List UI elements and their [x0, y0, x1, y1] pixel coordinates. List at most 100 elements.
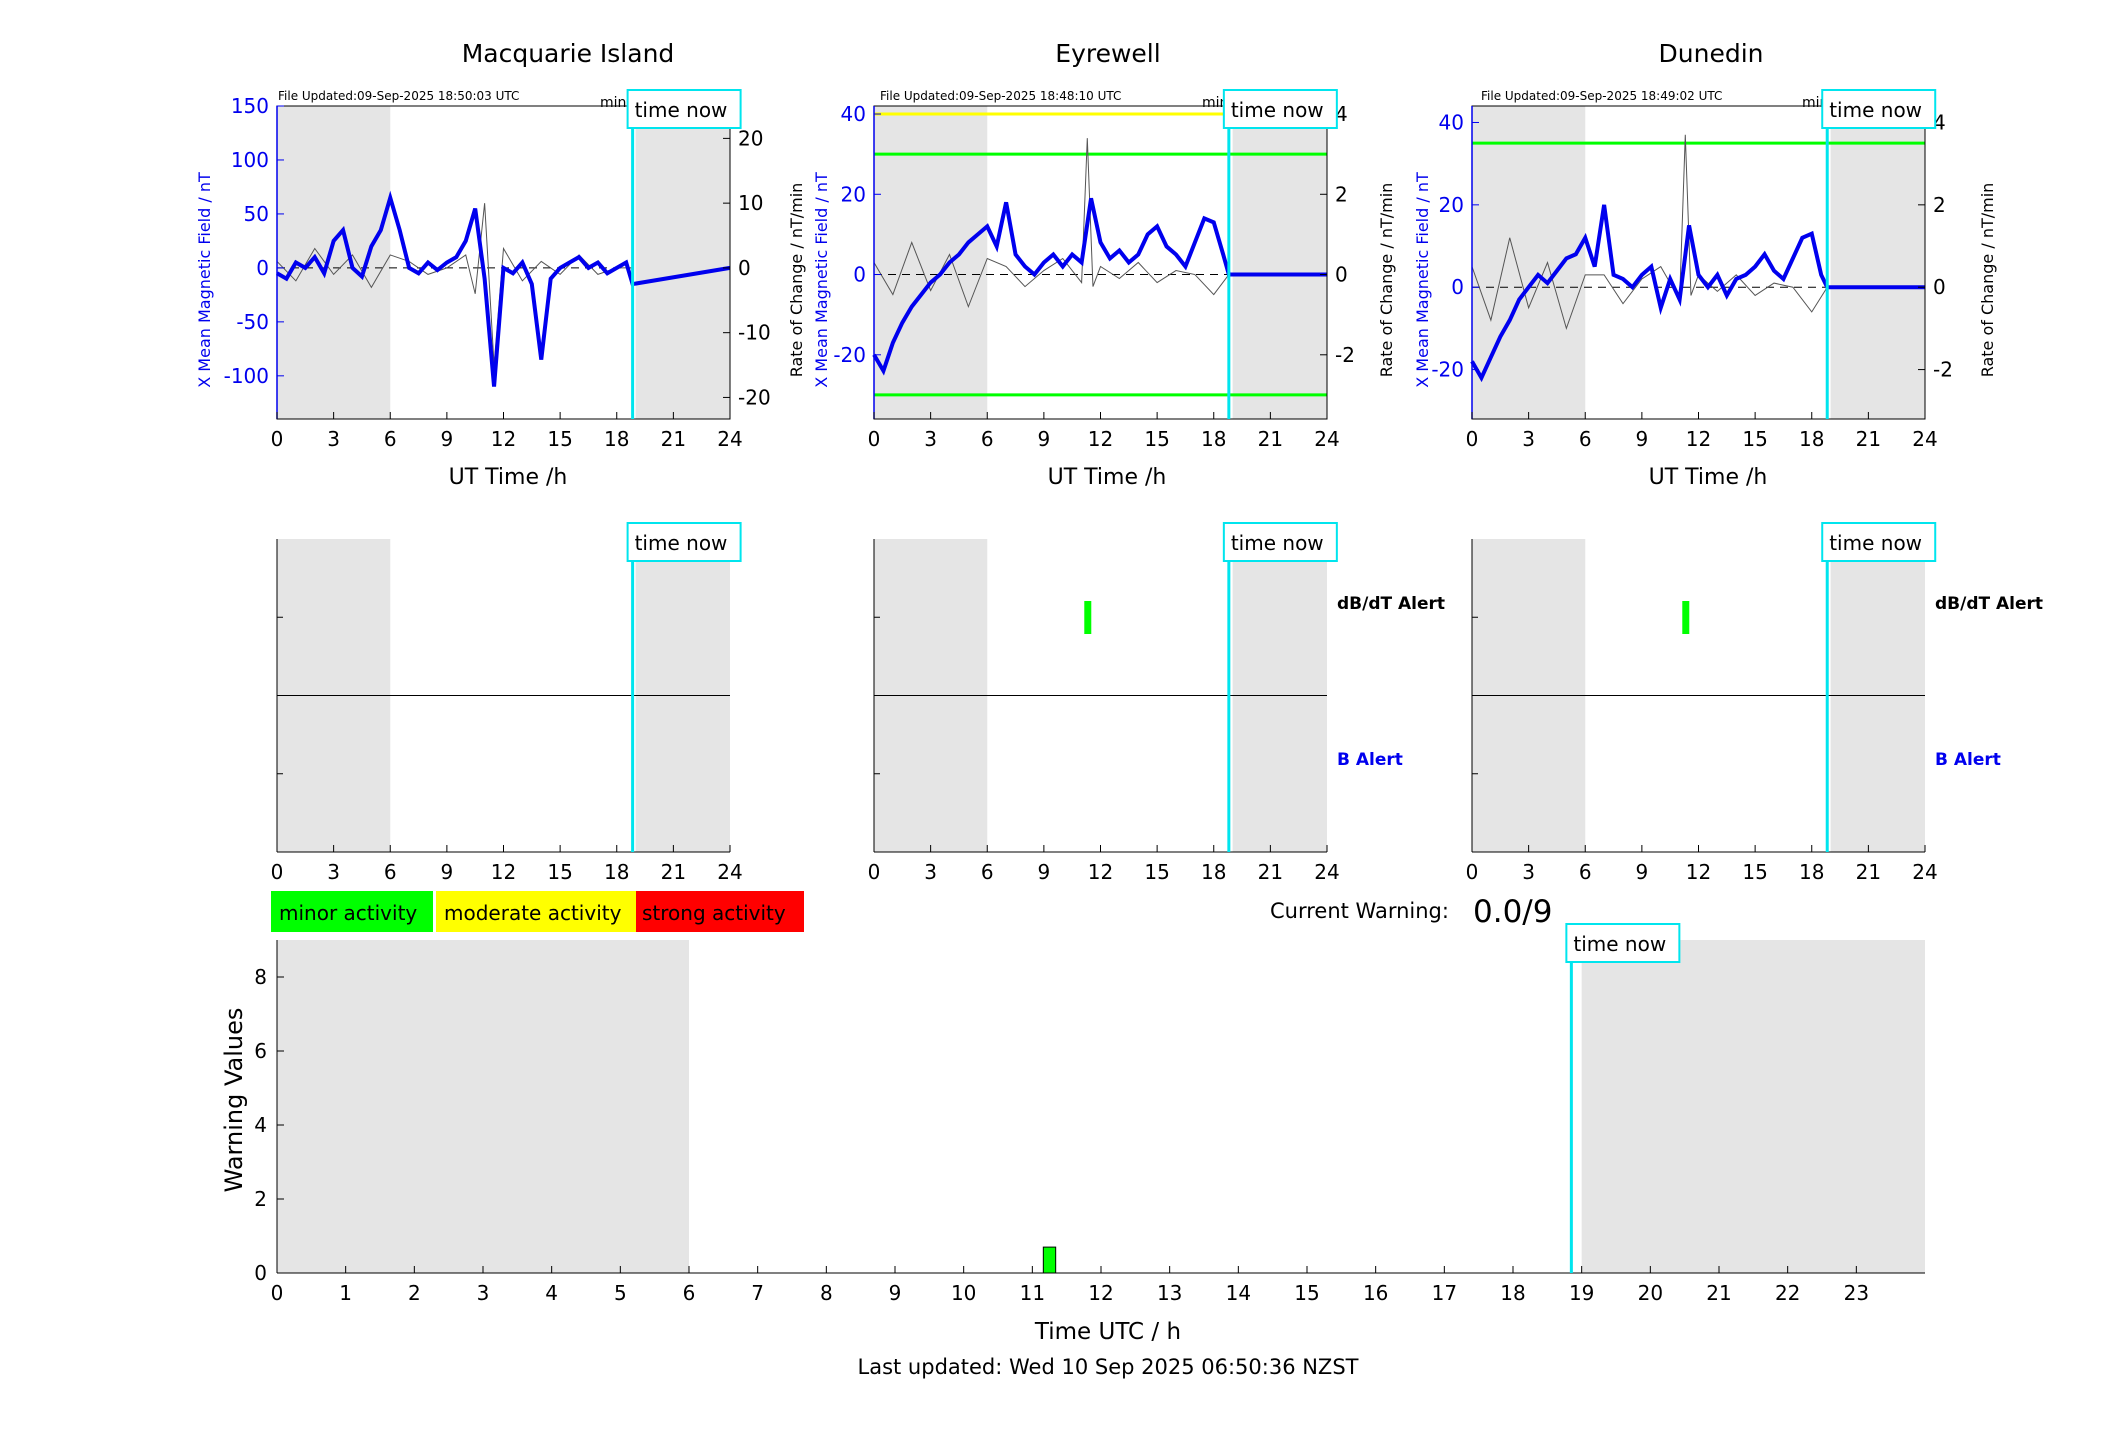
x-tick-label: 3 — [327, 860, 340, 884]
legend-strong-label: strong activity — [642, 901, 786, 925]
legend-minor-label: minor activity — [279, 901, 417, 925]
x-tick-label: 21 — [661, 427, 686, 451]
eyrewell-alert-panel: dB/dT Alert B Alert 0 3 6 9 12 15 18 21 24 time now — [868, 522, 1445, 884]
time-now-label: time now — [1829, 531, 1922, 555]
time-now-label: time now — [635, 98, 728, 122]
x-tick-label: 19 — [1569, 1281, 1594, 1305]
x-tick-label: 9 — [441, 427, 454, 451]
x-tick-label: 15 — [1144, 860, 1169, 884]
x-tick-label: 18 — [1201, 427, 1226, 451]
x-tick-label: 8 — [820, 1281, 833, 1305]
x-tick-label: 3 — [327, 427, 340, 451]
x-tick-label: 12 — [1088, 860, 1113, 884]
x-tick-label: 18 — [604, 860, 629, 884]
night-shading — [1232, 106, 1327, 419]
legend-minor-swatch — [271, 891, 433, 932]
x-tick-label: 0 — [1466, 860, 1479, 884]
x-tick-label: 13 — [1157, 1281, 1182, 1305]
left-tick-label: 20 — [841, 182, 866, 206]
alert-mark — [1682, 601, 1690, 634]
x-tick-label: 24 — [717, 860, 742, 884]
legend-moderate-swatch — [436, 891, 636, 932]
dunedin-alert-panel: dB/dT Alert B Alert 0 3 6 9 12 15 18 21 24 time now — [1466, 522, 2043, 884]
x-tick-label: 24 — [717, 427, 742, 451]
b-alert-label: B Alert — [1337, 750, 1403, 770]
x-tick-label: 12 — [491, 860, 516, 884]
x-tick-label: 6 — [384, 860, 397, 884]
x-tick-label: 1 — [339, 1281, 352, 1305]
x-tick-label: 9 — [1038, 860, 1051, 884]
x-tick-label: 12 — [491, 427, 516, 451]
right-tick-label: 2 — [1335, 182, 1348, 206]
x-tick-label: 18 — [604, 427, 629, 451]
time-now-box — [626, 89, 742, 129]
x-tick-label: 4 — [545, 1281, 558, 1305]
x-tick-label: 9 — [889, 1281, 902, 1305]
x-tick-label: 6 — [384, 427, 397, 451]
x-tick-label: 3 — [477, 1281, 490, 1305]
x-tick-label: 12 — [1686, 427, 1711, 451]
x-tick-label: 16 — [1363, 1281, 1388, 1305]
right-tick-label: -20 — [738, 385, 771, 409]
left-tick-label: -20 — [1431, 358, 1464, 382]
x-tick-label: 9 — [1636, 860, 1649, 884]
mean-field-series — [1470, 204, 1925, 383]
left-tick-label: 100 — [231, 148, 269, 172]
time-now-label: time now — [1829, 98, 1922, 122]
x-tick-label: 0 — [271, 1281, 284, 1305]
x-tick-label: 21 — [1258, 860, 1283, 884]
time-now-box — [1565, 923, 1681, 963]
x-tick-label: 3 — [1522, 427, 1535, 451]
x-tick-label: 20 — [1638, 1281, 1663, 1305]
time-now-box — [1821, 89, 1937, 129]
x-tick-label: 0 — [1466, 427, 1479, 451]
current-warning-label: Current Warning: — [1270, 899, 1449, 923]
x-tick-label: 0 — [868, 860, 881, 884]
x-tick-label: 6 — [1579, 427, 1592, 451]
mean-field-series — [276, 190, 731, 387]
time-now-label: time now — [635, 531, 728, 555]
y-tick-label: 0 — [254, 1261, 267, 1285]
panel-title: Dunedin — [1659, 39, 1764, 68]
x-tick-label: 9 — [1038, 427, 1051, 451]
macquarie-alert-panel: 0 3 6 9 12 15 18 21 24 time now — [271, 522, 743, 884]
right-tick-label: 4 — [1335, 102, 1348, 126]
x-tick-label: 0 — [271, 427, 284, 451]
x-tick-label: 0 — [868, 427, 881, 451]
x-axis-label: Time UTC / h — [1034, 1319, 1181, 1345]
left-tick-label: 40 — [1439, 110, 1464, 134]
x-tick-label: 5 — [614, 1281, 627, 1305]
right-tick-label: 0 — [1335, 263, 1348, 287]
night-shading — [635, 106, 730, 419]
left-tick-label: 20 — [1439, 193, 1464, 217]
right-axis-label: Rate of Change / nT/min — [1377, 183, 1396, 378]
file-updated-note: File Updated:09-Sep-2025 18:50:03 UTC — [278, 89, 519, 103]
night-shading — [1581, 940, 1925, 1273]
y-tick-label: 4 — [254, 1113, 267, 1137]
x-tick-label: 23 — [1844, 1281, 1869, 1305]
right-tick-label: 0 — [1933, 275, 1946, 299]
x-tick-label: 12 — [1686, 860, 1711, 884]
x-tick-label: 6 — [683, 1281, 696, 1305]
x-tick-label: 11 — [1020, 1281, 1045, 1305]
x-tick-label: 15 — [547, 860, 572, 884]
x-tick-label: 21 — [661, 860, 686, 884]
current-warning-value: 0.0/9 — [1473, 894, 1552, 930]
macquarie-field-panel: Macquarie Island File Updated:09-Sep-202… — [195, 39, 806, 490]
time-now-box — [626, 522, 742, 562]
time-now-box — [1821, 522, 1937, 562]
left-tick-label: -100 — [224, 364, 269, 388]
x-tick-label: 12 — [1088, 427, 1113, 451]
mean-field-series — [872, 197, 1327, 376]
left-tick-label: 50 — [244, 202, 269, 226]
left-tick-label: -20 — [833, 343, 866, 367]
x-tick-label: 6 — [1579, 860, 1592, 884]
right-axis-label: Rate of Change / nT/min — [787, 183, 806, 378]
file-updated-note: File Updated:09-Sep-2025 18:48:10 UTC — [880, 89, 1121, 103]
x-tick-label: 24 — [1912, 860, 1937, 884]
x-tick-label: 3 — [924, 860, 937, 884]
time-now-box — [1222, 89, 1338, 129]
x-tick-label: 24 — [1912, 427, 1937, 451]
left-axis-label: X Mean Magnetic Field / nT — [812, 172, 831, 388]
